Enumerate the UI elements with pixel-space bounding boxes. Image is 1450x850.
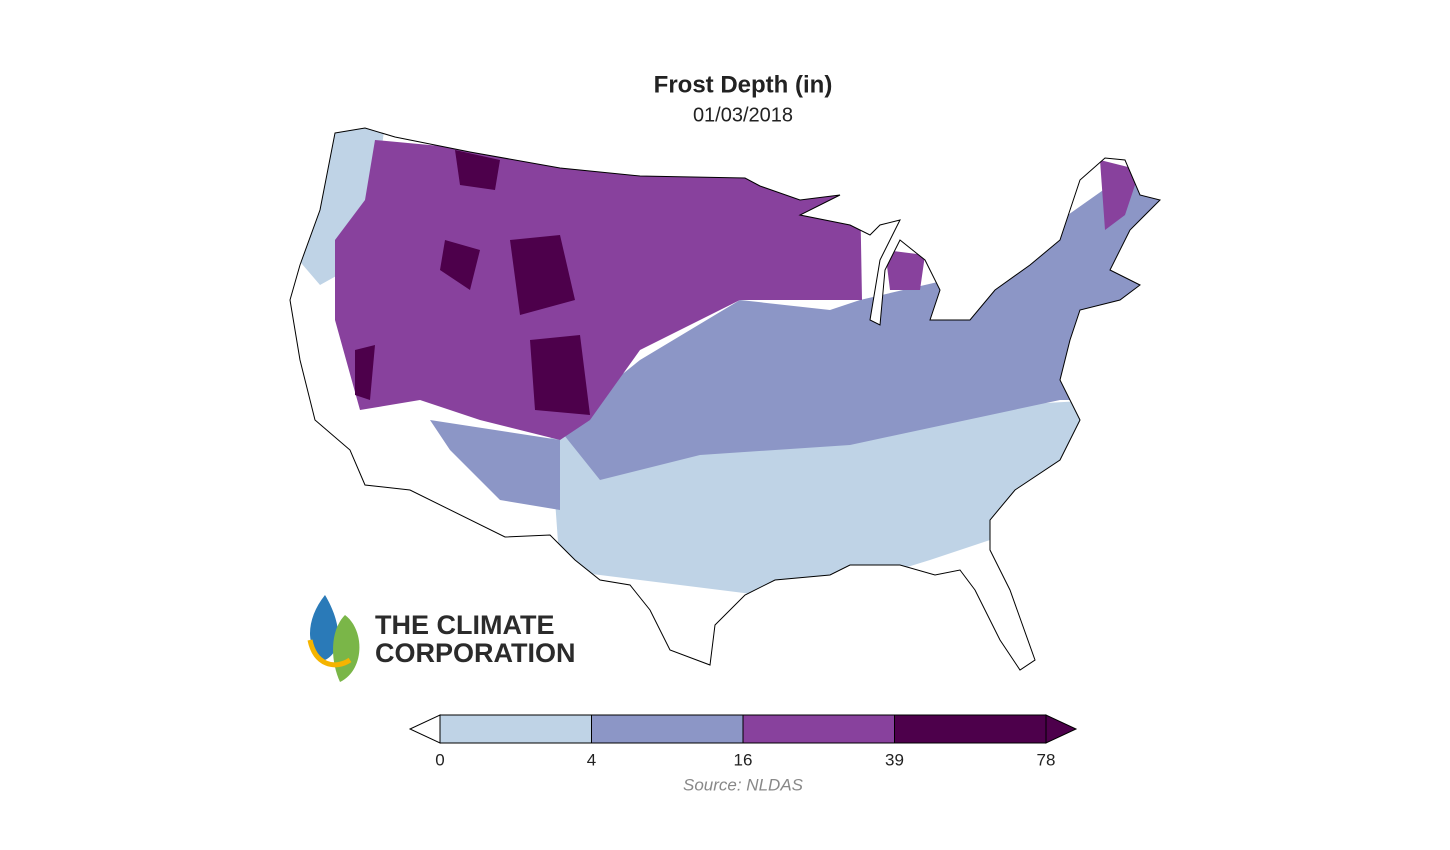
colorbar-segment: [439, 714, 592, 744]
colorbar-tick-label: 0: [435, 750, 444, 769]
zone-light: [290, 128, 1100, 600]
zone-medium: [430, 150, 1160, 510]
logo-arc: [307, 639, 352, 668]
logo-drop: [310, 595, 339, 660]
logo-text: CORPORATION: [375, 638, 576, 668]
frost-zones: [290, 128, 1160, 600]
colorbar-segment: [894, 714, 1047, 744]
colorbar-under: [408, 714, 441, 744]
zone-dark: [355, 150, 590, 415]
map: [289, 127, 1161, 671]
colorbar: 0 4 16 39 78: [408, 714, 1078, 769]
colorbar-over: [1045, 714, 1078, 744]
subtitle: 01/03/2018: [693, 104, 793, 126]
colorbar-tick-label: 4: [587, 750, 596, 769]
colorbar-tick-label: 39: [885, 750, 904, 769]
colorbar-segment: [742, 714, 895, 744]
logo: THE CLIMATE CORPORATION: [307, 595, 576, 682]
colorbar-segment: [591, 714, 744, 744]
title: Frost Depth (in): [654, 71, 833, 98]
logo-text: THE CLIMATE: [375, 610, 554, 640]
source: Source: NLDAS: [683, 775, 804, 794]
colorbar-tick-label: 78: [1037, 750, 1056, 769]
colorbar-tick-label: 16: [734, 750, 753, 769]
